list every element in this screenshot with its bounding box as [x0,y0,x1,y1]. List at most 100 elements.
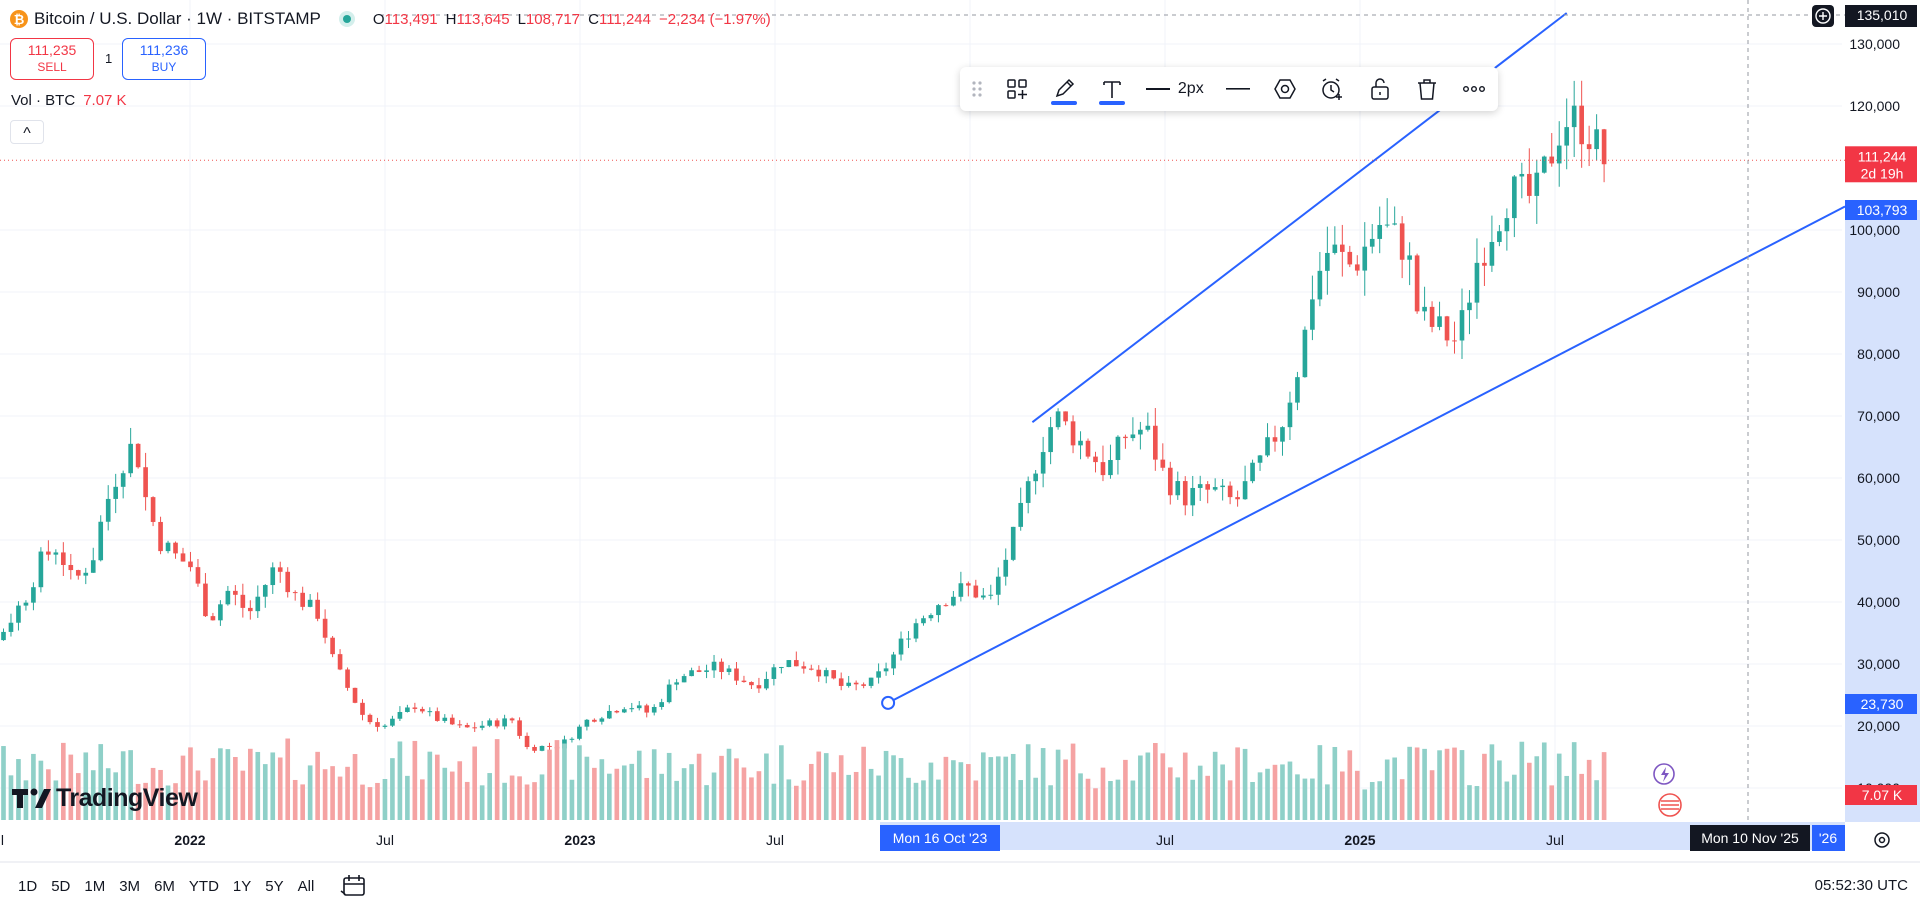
text-color-button[interactable] [1088,67,1135,111]
line-style-button[interactable] [1214,67,1261,111]
settings-icon[interactable] [1262,67,1309,111]
line-width-button[interactable]: 2px [1135,67,1214,111]
time-tick-label: 2022 [174,832,205,848]
utc-clock[interactable]: 05:52:30 UTC [1814,877,1908,894]
range-button-3m[interactable]: 3M [119,877,141,895]
candle-body [1123,436,1128,439]
volume-bar [270,752,276,820]
year-stub-badge [1812,825,1845,851]
price-tick-label: 30,000 [1857,656,1900,672]
candle-body [1482,262,1487,266]
candle-body [494,720,500,727]
volume-bar [1220,764,1225,820]
sell-button[interactable]: 111,235 SELL [10,38,94,80]
candle-body [988,594,994,596]
volume-bar [786,779,792,820]
collapse-legend-button[interactable]: ^ [10,120,44,144]
more-icon[interactable] [1451,67,1498,111]
range-button-5y[interactable]: 5Y [265,877,284,895]
buy-price: 111,236 [139,42,189,58]
anchor-price-badge-text: 23,730 [1861,696,1904,712]
volume-bar [1018,780,1024,820]
candle-body [292,592,298,594]
volume-bar [749,777,754,820]
anchor-price-badge-bg [1845,694,1917,714]
volume-bar [150,767,156,820]
lock-icon[interactable] [1356,67,1403,111]
volume-bar [1310,778,1315,820]
volume-bar [1025,744,1031,820]
volume-bar [636,750,642,820]
trend-line-lower[interactable] [887,205,1846,704]
drag-handle-icon[interactable] [960,67,994,111]
candle-body [786,660,792,668]
symbol-header[interactable]: ₿ Bitcoin / U.S. Dollar · 1W · BITSTAMP … [10,8,779,30]
candle-body [644,705,650,713]
candle-body [307,599,313,607]
candle-body [1467,302,1472,311]
candle-body [980,595,986,598]
candle-body [1190,487,1196,506]
candle-body [128,443,133,474]
volume-bar [973,780,979,820]
volume-bar [592,767,597,820]
candle-body [584,719,590,727]
year-stub-text: '26 [1819,830,1837,846]
candle-body [397,711,403,719]
price-tick-label: 130,000 [1849,36,1900,52]
candle-body [1055,411,1061,428]
range-button-1d[interactable]: 1D [18,877,38,895]
volume-bar [330,766,335,820]
range-button-all[interactable]: All [297,877,315,895]
tradingview-logo[interactable]: TradingView [12,783,198,813]
symbol-title[interactable]: Bitcoin / U.S. Dollar · 1W · BITSTAMP [34,9,321,28]
volume-bar [240,770,246,820]
volume-bar [1571,742,1577,820]
candle-body [277,567,283,572]
anchor-date-text: Mon 16 Oct '23 [893,830,988,846]
volume-bar [1033,777,1038,820]
volume-bar [113,772,119,820]
lightning-event-icon[interactable] [1653,763,1675,785]
volume-bar [1,746,6,820]
calendar-icon[interactable] [340,873,368,899]
volume-bar [584,756,590,820]
alert-clock-icon[interactable] [1309,67,1356,111]
volume-bar [1497,760,1502,820]
volume-bar [1422,748,1427,820]
trend-line-anchor[interactable] [881,695,896,710]
us-flag-stripes [1661,800,1679,810]
templates-icon[interactable] [994,67,1041,111]
market-status-icon[interactable] [342,15,351,23]
buy-button[interactable]: 111,236 BUY [122,38,206,80]
candle-body [532,746,537,751]
candle-body [764,678,769,689]
volume-bar [853,771,859,820]
ohlc-close: C111,244 [588,10,651,28]
volume-bar [1444,748,1450,820]
price-tick-label: 80,000 [1857,346,1900,362]
axis-settings-icon[interactable] [1874,832,1890,848]
volume-bar [1048,785,1053,820]
range-button-6m[interactable]: 6M [154,877,175,895]
range-button-5d[interactable]: 5D [51,877,71,895]
volume-bar [719,755,724,820]
volume-legend[interactable]: Vol · BTC 7.07 K [11,92,127,109]
candle-body [868,677,874,686]
candle-body [1138,429,1143,435]
line-color-button[interactable] [1041,67,1088,111]
delete-icon[interactable] [1403,67,1450,111]
candle-body [1392,223,1397,225]
range-button-1y[interactable]: 1Y [232,877,252,895]
volume-bar [1212,751,1218,820]
range-button-ytd[interactable]: YTD [188,877,219,895]
volume-bar [345,766,350,820]
candle-body [951,596,956,606]
time-tick-label: Jul [1546,832,1564,848]
price-tick-label: 100,000 [1849,222,1900,238]
candle-body [173,542,178,554]
candle-body [1115,436,1121,461]
range-button-1m[interactable]: 1M [84,877,106,895]
volume-bar [756,771,762,820]
